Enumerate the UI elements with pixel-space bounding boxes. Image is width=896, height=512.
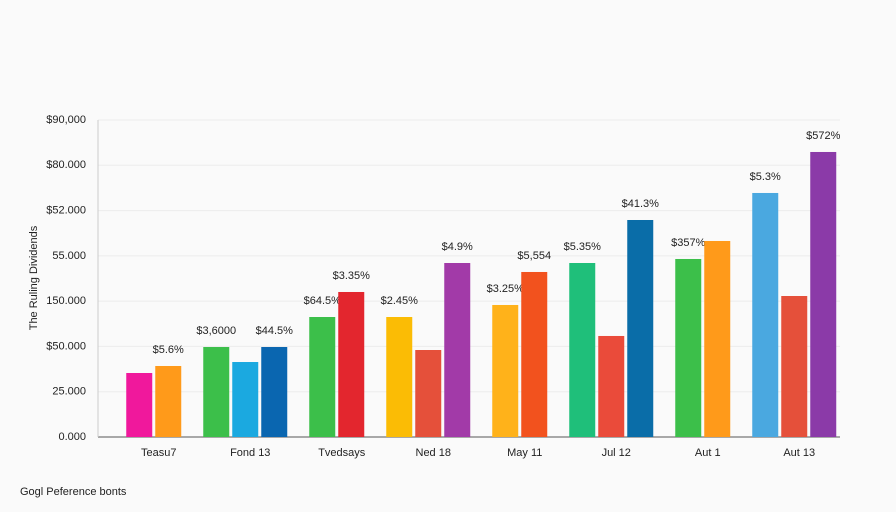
- y-axis-label: The Ruling Dividends: [28, 225, 40, 330]
- bar: [261, 347, 288, 437]
- bar: [232, 362, 259, 437]
- y-tick-label: $80.000: [46, 159, 86, 171]
- bar: [569, 263, 596, 437]
- value-label: $5,554: [517, 250, 551, 262]
- x-tick-label: Aut 1: [695, 447, 721, 459]
- x-tick-label: Ned 18: [416, 447, 451, 459]
- value-label: $41.3%: [622, 198, 660, 210]
- bar: [386, 316, 413, 437]
- value-label: $64.5%: [304, 295, 342, 307]
- bar: [598, 335, 625, 437]
- y-tick-label: 55.000: [52, 250, 86, 262]
- bar: [203, 347, 230, 437]
- y-tick-label: 25.000: [52, 386, 86, 398]
- bar: [675, 258, 702, 437]
- bar: [155, 365, 182, 437]
- x-tick-label: Aut 13: [783, 447, 815, 459]
- value-label: $5.35%: [564, 241, 602, 253]
- bar: [521, 271, 548, 437]
- value-label: $4.9%: [442, 241, 473, 253]
- x-tick-label: Fond 13: [230, 447, 270, 459]
- x-tick-label: Teasu7: [141, 447, 176, 459]
- footer: Gogl Peference bonts: [20, 486, 127, 498]
- bar: [704, 240, 731, 437]
- x-tick-label: May 11: [507, 447, 542, 459]
- bar: [781, 296, 808, 437]
- x-tick-label: Tvedsays: [318, 447, 366, 459]
- y-tick-label: $50.000: [46, 340, 86, 352]
- value-label: $2.45%: [381, 295, 419, 307]
- value-label: $357%: [671, 237, 705, 249]
- bar: [338, 291, 365, 437]
- y-tick-label: $90,000: [46, 114, 86, 126]
- bar: [810, 151, 837, 437]
- bar: [752, 192, 779, 437]
- bar: [415, 350, 442, 437]
- value-label: $3.25%: [487, 283, 525, 295]
- bar: [309, 316, 336, 437]
- y-tick-label: 150.000: [46, 295, 86, 307]
- value-label: $3,6000: [196, 325, 236, 337]
- bar: [126, 373, 153, 437]
- value-label: $5.3%: [750, 171, 781, 183]
- bar: [444, 263, 471, 437]
- value-label: $5.6%: [153, 344, 184, 356]
- value-label: $44.5%: [256, 325, 294, 337]
- y-tick-label: 0.000: [58, 431, 86, 443]
- value-label: $572%: [806, 130, 840, 142]
- value-label: $3.35%: [333, 270, 371, 282]
- bar: [627, 219, 654, 437]
- bar: [492, 304, 519, 437]
- y-tick-label: $52.000: [46, 204, 86, 216]
- x-tick-label: Jul 12: [602, 447, 631, 459]
